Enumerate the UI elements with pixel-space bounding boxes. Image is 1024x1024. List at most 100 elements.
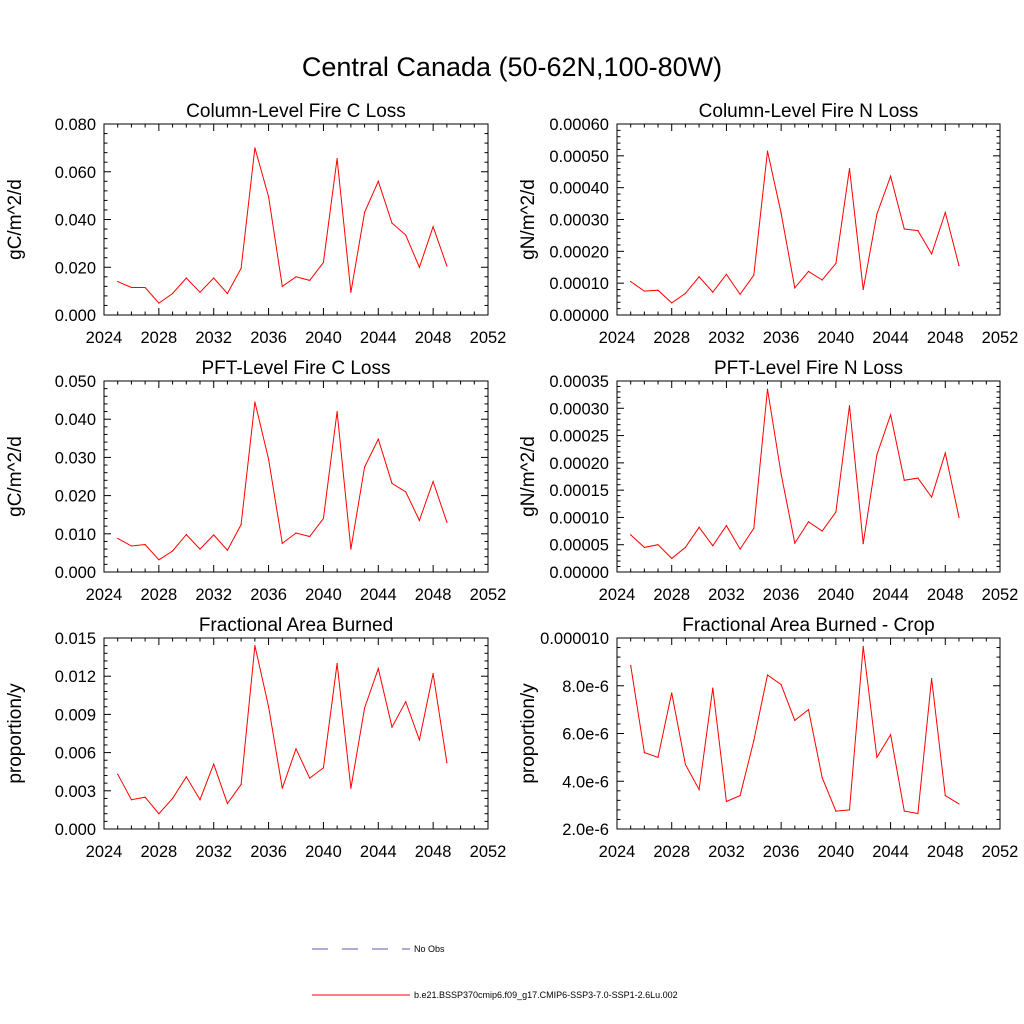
- data-point: [336, 410, 338, 413]
- data-point: [391, 222, 393, 224]
- data-point: [130, 286, 133, 289]
- data-point: [267, 706, 270, 708]
- data-point: [917, 477, 919, 479]
- data-point: [240, 524, 242, 526]
- data-point: [958, 516, 960, 519]
- x-tick-label: 2048: [927, 586, 964, 604]
- data-point: [917, 812, 919, 815]
- data-point: [794, 287, 796, 289]
- chart-panel: Column-Level Fire C Loss 2024 2028 2032 2036…: [5, 101, 506, 347]
- y-tick-label: 0.00050: [549, 148, 609, 166]
- y-tick-label: 0.020: [55, 488, 96, 506]
- x-tick-label: 2040: [817, 843, 854, 861]
- data-point: [336, 158, 338, 160]
- data-point: [725, 800, 728, 803]
- data-point: [281, 542, 283, 544]
- data-point: [835, 511, 837, 513]
- x-tick-label: 2048: [927, 329, 964, 347]
- data-point: [848, 404, 851, 407]
- data-point: [446, 762, 448, 764]
- y-tick-label: 6.0e-6: [562, 726, 609, 744]
- x-tick-label: 2036: [763, 843, 800, 861]
- figure-title: Central Canada (50-62N,100-80W): [302, 52, 722, 82]
- data-point: [432, 673, 434, 675]
- y-tick-label: 0.030: [55, 449, 96, 467]
- plot-frame: [616, 380, 1001, 573]
- data-point: [739, 548, 741, 550]
- plot-frame: [103, 380, 489, 573]
- panel-title: Column-Level Fire C Loss: [186, 101, 406, 122]
- x-tick-label: 2028: [653, 586, 690, 604]
- y-tick-label: 0.006: [55, 745, 96, 763]
- data-point: [226, 549, 229, 551]
- data-point: [917, 230, 919, 232]
- y-tick-label: 0.050: [55, 373, 96, 391]
- y-tick-label: 0.080: [55, 116, 96, 134]
- y-tick-label: 0.00040: [549, 180, 609, 198]
- x-tick-label: 2036: [763, 329, 800, 347]
- data-point: [739, 794, 741, 797]
- data-point: [753, 527, 755, 529]
- y-tick-label: 0.00060: [549, 116, 609, 134]
- y-axis-label: proportion/y: [518, 683, 539, 784]
- y-tick-label: 0.00010: [549, 509, 609, 527]
- data-point: [712, 687, 714, 689]
- data-point: [794, 542, 796, 544]
- data-point: [446, 521, 448, 523]
- data-point: [780, 212, 782, 214]
- data-point: [807, 521, 810, 523]
- chart-panel: Fractional Area Burned 2024 2028 2032 2036 20…: [5, 615, 506, 861]
- y-tick-label: 0.040: [55, 212, 96, 230]
- plot-frame: [616, 637, 1001, 830]
- x-tick-label: 2032: [708, 586, 745, 604]
- series-line: [630, 646, 960, 815]
- y-tick-label: 0.00025: [549, 428, 609, 446]
- data-point: [821, 777, 823, 779]
- data-point: [309, 777, 311, 779]
- data-point: [889, 414, 892, 416]
- data-point: [807, 709, 810, 711]
- y-tick-label: 0.000010: [540, 630, 609, 648]
- data-point: [130, 545, 133, 547]
- data-point: [295, 532, 297, 534]
- series-line: [117, 401, 448, 561]
- y-tick-label: 0.00000: [549, 307, 609, 325]
- data-point: [213, 277, 215, 279]
- data-point: [117, 280, 119, 283]
- data-point: [185, 776, 187, 778]
- data-point: [144, 796, 146, 798]
- panel-title: Column-Level Fire N Loss: [699, 101, 919, 122]
- y-tick-label: 0.015: [55, 630, 96, 648]
- legend-label-no-obs: No Obs: [414, 944, 445, 954]
- data-point: [684, 546, 686, 549]
- y-tick-label: 0.00015: [549, 482, 609, 500]
- y-axis-label: gC/m^2/d: [5, 179, 26, 260]
- data-point: [446, 265, 448, 267]
- x-tick-label: 2024: [599, 843, 636, 861]
- y-tick-label: 0.00000: [549, 564, 609, 582]
- data-point: [630, 280, 632, 283]
- data-point: [848, 167, 851, 170]
- data-point: [876, 454, 878, 456]
- y-tick-label: 0.010: [55, 526, 96, 544]
- data-point: [254, 147, 256, 149]
- data-point: [630, 534, 632, 536]
- data-point: [171, 550, 174, 552]
- y-axis-label: gN/m^2/d: [518, 436, 539, 517]
- data-point: [876, 213, 878, 215]
- plot-frame: [103, 123, 489, 316]
- data-point: [725, 273, 728, 275]
- data-point: [309, 279, 311, 281]
- data-point: [130, 799, 133, 801]
- data-point: [889, 734, 892, 736]
- data-point: [405, 234, 407, 236]
- data-point: [725, 525, 728, 527]
- panel-title: Fractional Area Burned - Crop: [682, 615, 934, 636]
- data-point: [185, 277, 187, 279]
- data-point: [213, 534, 215, 536]
- x-tick-label: 2048: [927, 843, 964, 861]
- y-tick-label: 0.000: [55, 564, 96, 582]
- x-tick-label: 2032: [195, 843, 232, 861]
- y-axis-label: gC/m^2/d: [5, 436, 26, 517]
